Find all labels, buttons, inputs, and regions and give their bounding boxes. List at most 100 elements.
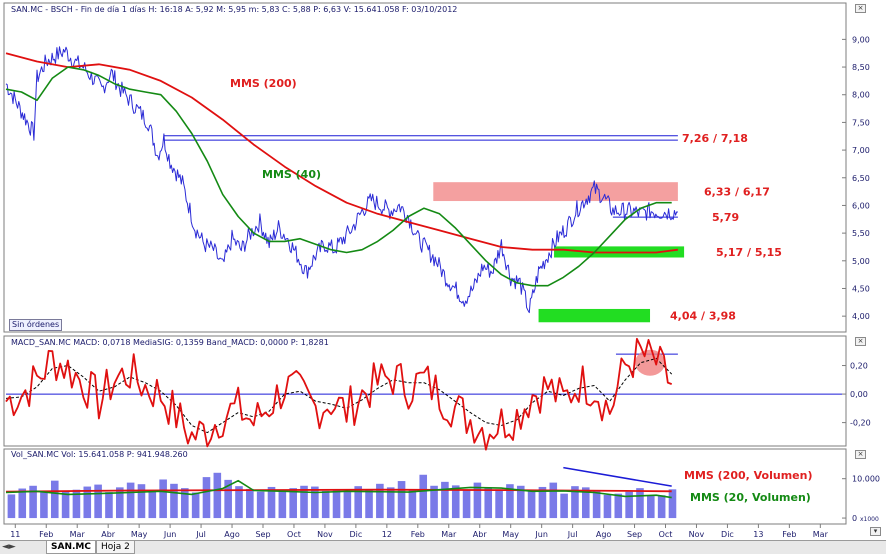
volume-panel-header: Vol_SAN.MC Vol: 15.641.058 P: 941.948.26… (11, 450, 188, 459)
price-ytick-label-8: 8,00 (852, 91, 870, 100)
xtick-label-3: Abr (101, 530, 116, 539)
volume-bar-59 (647, 496, 655, 519)
volume-bar-23 (256, 491, 265, 519)
volume-bar-38 (419, 474, 428, 519)
volume-bar-28 (311, 486, 319, 519)
macd-line (5, 337, 673, 451)
vol-mms200-label: MMS (200, Volumen) (684, 469, 813, 482)
price-ytick-label-3: 5,50 (852, 229, 870, 238)
tab-san-mc[interactable]: SAN.MC (46, 541, 96, 554)
price-ytick-label-10: 9,00 (852, 35, 870, 44)
volume-bar-44 (484, 487, 493, 519)
volume-bar-27 (300, 485, 308, 519)
volume-bar-56 (614, 493, 623, 519)
volume-bar-6 (72, 489, 81, 519)
price-ytick-label-9: 8,50 (852, 63, 870, 72)
xtick-label-0: 11 (10, 530, 20, 539)
volume-plot (5, 466, 677, 519)
volume-mms200-line (5, 488, 672, 493)
volume-bar-16 (181, 488, 189, 519)
annotation-label-0: 7,26 / 7,18 (682, 132, 748, 145)
price-panel-close-button[interactable]: × (855, 4, 866, 13)
xtick-label-2: Mar (70, 530, 86, 539)
xtick-label-5: Jun (163, 530, 177, 539)
volume-bar-25 (278, 491, 287, 519)
vol-unit-label: x1000 (860, 516, 879, 523)
volume-bar-58 (636, 488, 644, 519)
price-ytick-label-1: 4,50 (852, 284, 870, 293)
volume-bar-53 (581, 487, 590, 519)
volume-bar-41 (451, 485, 460, 519)
volume-bar-37 (408, 490, 417, 519)
volume-bar-57 (625, 491, 633, 519)
xtick-label-16: May (502, 530, 519, 539)
no-orders-button[interactable]: Sin órdenes (9, 319, 63, 331)
xtick-label-12: 12 (382, 530, 392, 539)
xtick-label-15: Abr (473, 530, 488, 539)
volume-bar-29 (321, 490, 330, 519)
macd-ytick-label-0: -0,20 (850, 419, 871, 428)
macd-plot (5, 337, 842, 451)
volume-bar-21 (235, 486, 243, 519)
volume-bar-14 (159, 479, 167, 519)
xtick-label-17: Jun (534, 530, 548, 539)
xtick-label-26: Mar (813, 530, 829, 539)
volume-bar-11 (126, 482, 135, 519)
volume-bar-51 (560, 493, 568, 519)
xtick-label-8: Sep (255, 530, 270, 539)
volume-bar-7 (83, 486, 92, 519)
volume-bar-13 (148, 490, 157, 519)
volume-bar-33 (365, 489, 373, 519)
volume-bar-26 (289, 488, 297, 519)
price-plot: 7,26 / 7,18 6,33 / 6,17 5,79 5,17 / 5,15 4,0… (5, 46, 782, 323)
volume-bar-39 (430, 485, 438, 519)
volume-bar-40 (441, 481, 449, 519)
annotation-label-3: 5,17 / 5,15 (716, 246, 782, 259)
price-ytick-label-7: 7,50 (852, 118, 870, 127)
volume-bar-17 (191, 492, 200, 519)
mms40-label: MMS (40) (262, 168, 321, 181)
volume-bar-47 (516, 485, 525, 519)
volume-bar-35 (386, 487, 395, 519)
tab-nav-icon[interactable]: ◄► (2, 542, 16, 552)
volume-bar-36 (397, 481, 406, 519)
chart-canvas: SAN.MC - BSCH - Fin de día 1 días H: 16:… (3, 2, 880, 539)
tab-hoja-2[interactable]: Hoja 2 (96, 541, 135, 554)
annotation-band-4 (538, 308, 651, 323)
volume-scroll-down-button[interactable]: ▾ (870, 527, 881, 536)
volume-panel-close-button[interactable]: × (855, 450, 866, 459)
price-ytick-label-0: 4,00 (852, 312, 870, 321)
vol-ytick-label-0: 0 (852, 514, 857, 523)
annotation-label-4: 4,04 / 3,98 (670, 310, 736, 323)
vol-mms20-label: MMS (20, Volumen) (690, 491, 811, 504)
price-panel[interactable] (3, 2, 847, 333)
xtick-label-14: Mar (441, 530, 457, 539)
volume-bar-46 (506, 484, 514, 519)
axes: 4,00 4,50 5,00 5,50 6,00 6,50 7,00 7,50 8,00 8,50… (10, 35, 880, 539)
volume-bar-30 (332, 489, 341, 519)
macd-panel-header: MACD_SAN.MC MACD: 0,0718 MediaSIG: 0,135… (11, 338, 329, 347)
xtick-label-23: Dic (721, 530, 734, 539)
mms200-line (5, 52, 679, 254)
volume-bar-55 (603, 494, 612, 519)
xtick-label-19: Ago (596, 530, 612, 539)
volume-bar-48 (527, 491, 536, 519)
annotation-label-2: 5,79 (712, 211, 739, 224)
macd-panel[interactable] (3, 335, 847, 447)
volume-bar-20 (224, 479, 232, 519)
volume-bar-24 (267, 486, 276, 519)
volume-bar-18 (202, 477, 211, 519)
volume-bar-0 (7, 494, 16, 519)
volume-bar-8 (94, 484, 102, 519)
volume-bar-49 (538, 486, 547, 519)
volume-bar-10 (115, 487, 124, 519)
xtick-label-24: 13 (753, 530, 763, 539)
macd-panel-close-button[interactable]: × (855, 337, 866, 346)
xtick-label-9: Oct (287, 530, 301, 539)
volume-bar-45 (495, 489, 503, 519)
xtick-label-13: Feb (411, 530, 425, 539)
macd-signal-line (5, 357, 673, 434)
volume-bar-61 (668, 489, 677, 519)
xtick-label-22: Nov (689, 530, 705, 539)
